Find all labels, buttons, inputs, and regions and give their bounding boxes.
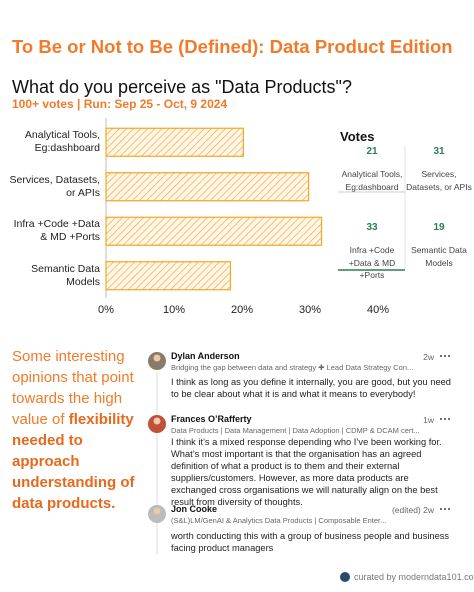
comment-headline: (S&L)LM/GenAI & Analytics Data Products …: [171, 516, 387, 525]
comment-author[interactable]: Dylan Anderson: [171, 351, 240, 361]
vote-count: 21: [366, 146, 378, 157]
table-cell: 33 Infra +Code +Data & MD +Ports: [338, 222, 406, 282]
comment-author[interactable]: Frances O’Rafferty: [171, 414, 252, 424]
table-cell: 19 Semantic Data Models: [405, 222, 473, 269]
vote-label: Semantic Data Models: [411, 245, 467, 268]
comment-headline: Data Products | Data Management | Data A…: [171, 426, 420, 435]
x-tick-label: 40%: [366, 304, 390, 316]
x-tick-label: 20%: [230, 304, 254, 316]
y-tick-label: Services, Datasets, or APIs: [9, 173, 100, 199]
comment-time: 2w: [423, 352, 434, 362]
plot: [105, 127, 323, 291]
table-cell: 21 Analytical Tools, Eg:dashboard: [338, 146, 406, 193]
vote-label: Services, Datasets, or APIs: [406, 169, 472, 192]
comment-body: I think it’s a mixed response depending …: [171, 437, 442, 507]
bar: [105, 261, 232, 291]
insight: Some interesting opinions that point tow…: [12, 346, 140, 514]
vote-label: Analytical Tools, Eg:dashboard: [341, 169, 403, 192]
insight-emphasis: flexibility needed to approach understan…: [12, 411, 135, 512]
menu-icon[interactable]: [440, 418, 450, 420]
menu-icon[interactable]: [440, 355, 450, 357]
credit: curated by moderndata101.com: [354, 572, 474, 582]
x-tick-label: 10%: [162, 304, 186, 316]
x-tick-label: 30%: [298, 304, 322, 316]
chart-title: What do you perceive as "Data Products"?: [12, 77, 352, 97]
menu-icon[interactable]: [440, 508, 450, 510]
vote-count: 19: [433, 222, 445, 233]
vote-label: Infra +Code +Data & MD +Ports: [348, 245, 396, 280]
comment-body: worth conducting this with a group of bu…: [171, 531, 450, 553]
avatar: [148, 415, 166, 433]
y-tick-label: Semantic Data Models: [31, 262, 100, 288]
credit-icon: [340, 572, 350, 582]
vote-count: 33: [366, 222, 378, 233]
bar: [105, 216, 323, 246]
bar: [105, 127, 244, 157]
avatar: [148, 352, 166, 370]
y-tick-label: Analytical Tools, Eg:dashboard: [24, 129, 100, 155]
x-tick-label: 0%: [98, 304, 114, 316]
avatar: [148, 505, 166, 523]
comment-author[interactable]: Jon Cooke: [171, 504, 218, 514]
table-cell: 31 Services, Datasets, or APIs: [405, 146, 473, 193]
bar: [105, 172, 310, 202]
page-title: To Be or Not to Be (Defined): Data Produ…: [12, 36, 453, 57]
insight-lead: Some interesting opinions that point tow…: [12, 348, 134, 428]
comment-time: (edited) 2w: [391, 505, 434, 515]
vote-count: 31: [433, 146, 445, 157]
chart-subtitle: 100+ votes | Run: Sep 25 - Oct, 9 2024: [12, 97, 228, 111]
comment-time: 1w: [423, 415, 434, 425]
comment-headline: Bridging the gap between data and strate…: [171, 363, 414, 372]
table-title: Votes: [340, 129, 375, 144]
comment-body: I think as long as you define it interna…: [171, 377, 451, 399]
y-tick-label: Infra +Code +Data & MD +Ports: [13, 218, 100, 244]
